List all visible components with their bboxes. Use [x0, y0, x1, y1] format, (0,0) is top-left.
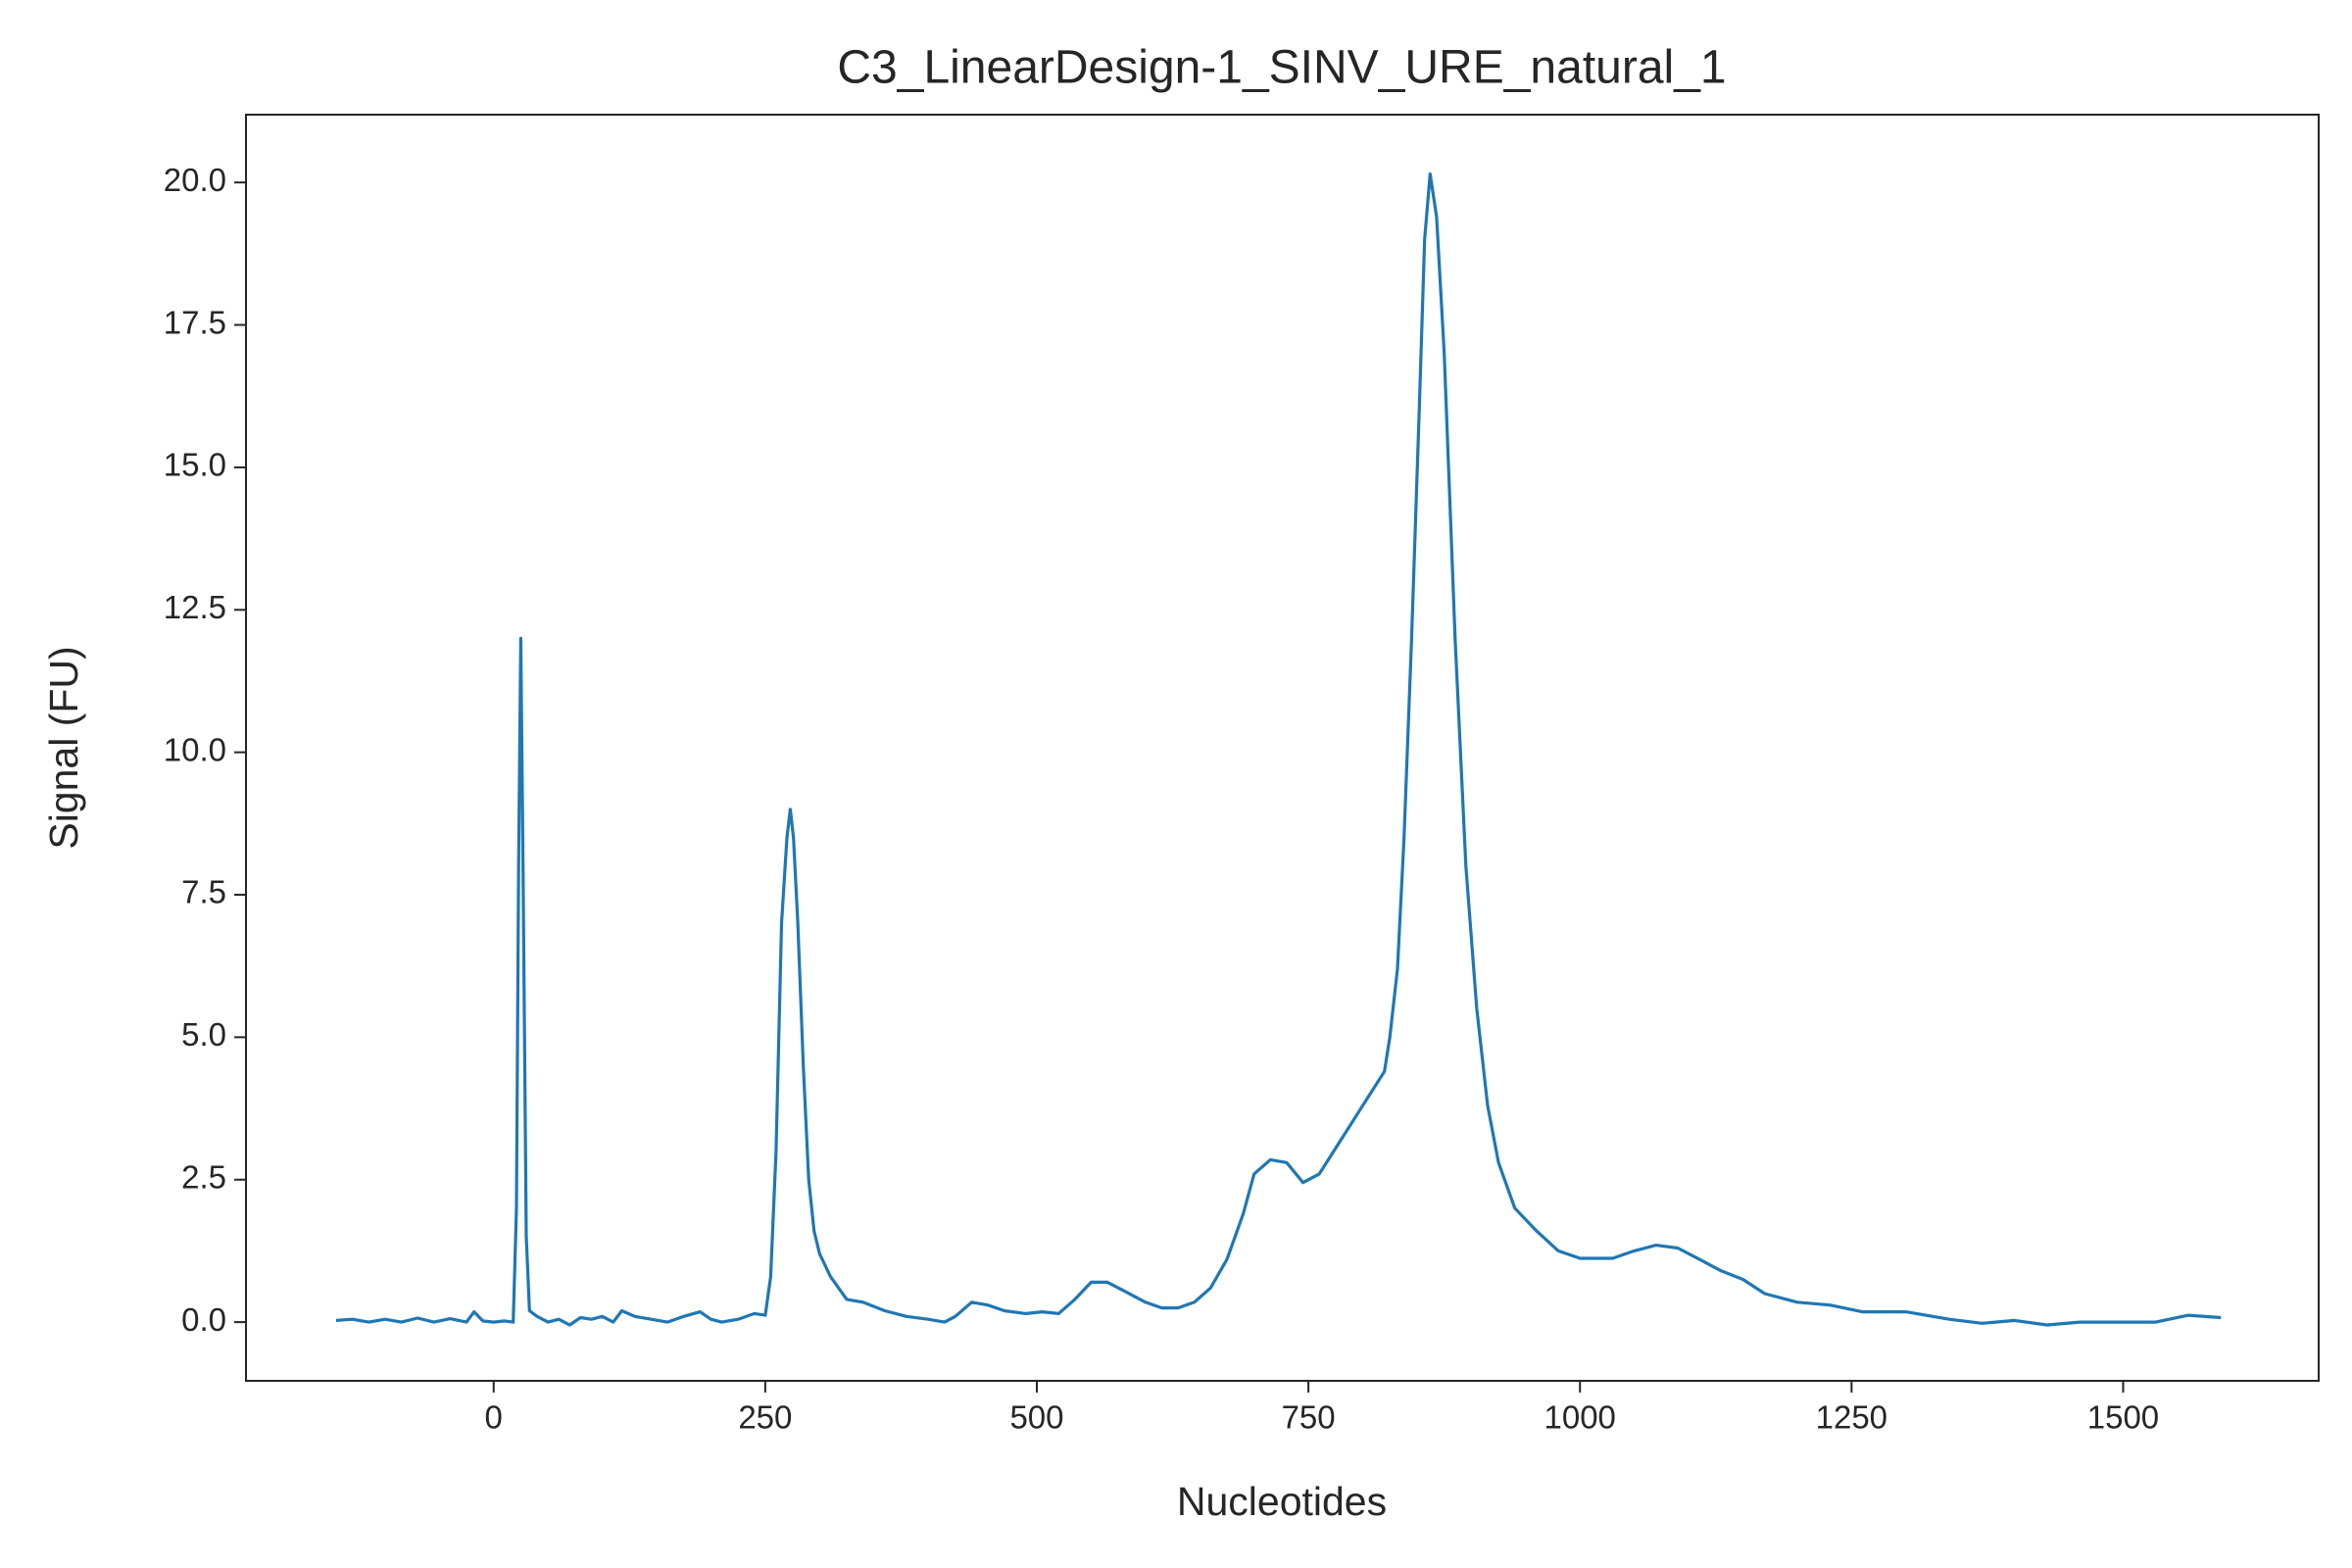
y-tick-label: 5.0 [181, 1016, 226, 1053]
plot-frame [245, 114, 2320, 1382]
y-tick-label: 20.0 [164, 162, 226, 198]
x-tick-label: 1500 [2087, 1399, 2159, 1436]
y-tick-label: 12.5 [164, 589, 226, 625]
x-tick-label: 1000 [1544, 1399, 1616, 1436]
x-tick-label: 750 [1282, 1399, 1336, 1436]
x-tick-label: 1250 [1816, 1399, 1887, 1436]
y-tick-label: 10.0 [164, 731, 226, 767]
y-tick-label: 17.5 [164, 304, 226, 340]
x-tick-label: 0 [485, 1399, 503, 1436]
x-tick-label: 500 [1009, 1399, 1063, 1436]
y-axis-label: Signal (FU) [41, 646, 86, 849]
y-tick-label: 15.0 [164, 447, 226, 483]
y-tick-label: 2.5 [181, 1158, 226, 1195]
x-axis-label: Nucleotides [1177, 1479, 1387, 1524]
x-tick-label: 250 [738, 1399, 792, 1436]
y-tick-label: 7.5 [181, 874, 226, 910]
chart-title: C3_LinearDesign-1_SINV_URE_natural_1 [837, 42, 1726, 94]
signal-line [335, 172, 2222, 1327]
y-tick-label: 0.0 [181, 1301, 226, 1338]
